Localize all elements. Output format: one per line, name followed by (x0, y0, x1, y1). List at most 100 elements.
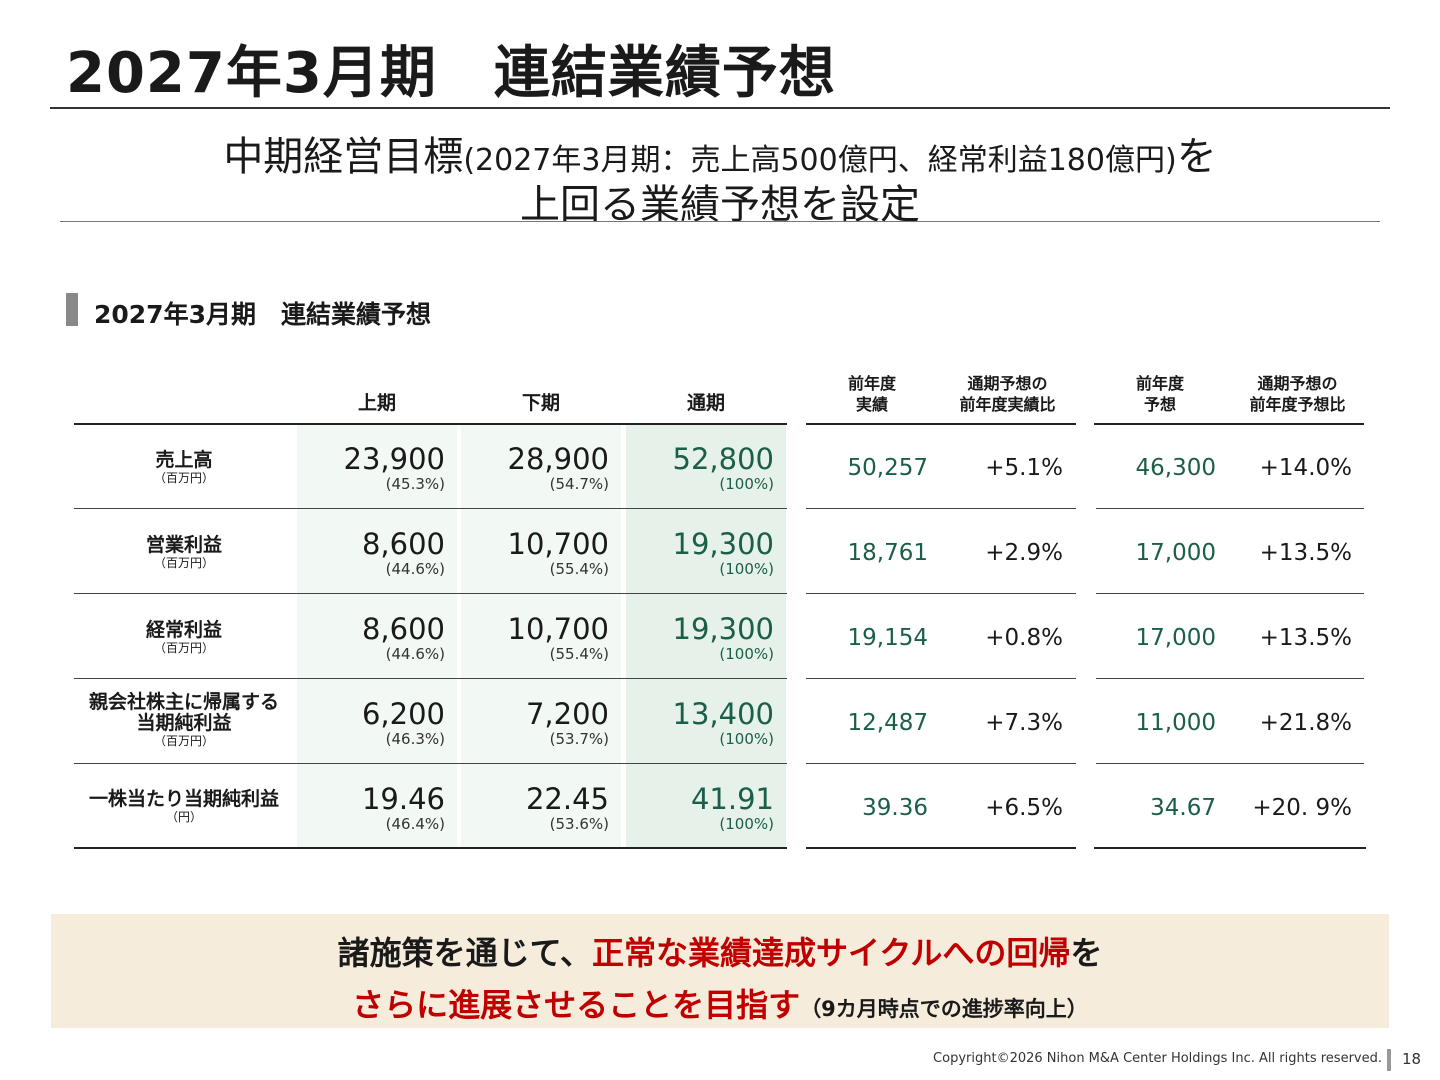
cell-vs-forecast: +21.8% (1259, 710, 1352, 736)
cell-prev-actual: 39.36 (862, 795, 928, 821)
row-divider (74, 678, 787, 679)
page-number: 18 (1402, 1050, 1422, 1068)
cell-prev-forecast: 46,300 (1135, 455, 1216, 481)
header-vs-actual: 通期予想の 前年度実績比 (940, 373, 1075, 415)
row-label-text: 売上高 (155, 449, 213, 471)
table-header-rule (74, 423, 787, 425)
row-divider (806, 593, 1076, 594)
cell-full-pct: (100%) (719, 475, 774, 493)
banner-note: （9カ月時点での進捗率向上） (800, 997, 1088, 1021)
column-shade-h1 (297, 425, 457, 849)
cell-h2-value: 22.45 (525, 782, 609, 816)
cell-prev-actual: 12,487 (847, 710, 928, 736)
cell-h2-pct: (54.7%) (549, 475, 609, 493)
cell-full-value: 19,300 (672, 612, 774, 646)
header-prev-actual-l1: 前年度 (847, 374, 896, 393)
table-bottom-rule (1094, 847, 1366, 849)
cell-h1-pct: (44.6%) (385, 645, 445, 663)
cell-full-pct: (100%) (719, 645, 774, 663)
cell-prev-actual: 18,761 (847, 540, 928, 566)
row-label-text: 親会社株主に帰属する (88, 691, 279, 713)
cell-full-value: 41.91 (690, 782, 774, 816)
cell-vs-forecast: +13.5% (1259, 540, 1352, 566)
row-unit: （百万円） (153, 641, 214, 655)
banner-text: 諸施策を通じて、 (337, 934, 592, 972)
row-unit: （百万円） (153, 734, 214, 748)
cell-vs-forecast: +20. 9% (1252, 795, 1352, 821)
headline-main: 中期経営目標 (223, 134, 464, 180)
row-divider (1096, 593, 1364, 594)
cell-full-pct: (100%) (719, 815, 774, 833)
row-divider (1096, 678, 1364, 679)
table-bottom-rule (74, 847, 787, 849)
header-vs-forecast-l1: 通期予想の (1257, 374, 1338, 393)
row-label-net-income: 親会社株主に帰属する 当期純利益 （百万円） (74, 692, 294, 749)
cell-full-pct: (100%) (719, 730, 774, 748)
cell-vs-actual: +2.9% (985, 540, 1063, 566)
cell-prev-forecast: 17,000 (1135, 540, 1216, 566)
row-divider (1096, 508, 1364, 509)
header-second-half: 下期 (521, 392, 560, 414)
row-label-text: 営業利益 (145, 534, 222, 556)
header-prev-forecast-l1: 前年度 (1135, 374, 1184, 393)
title-divider (50, 107, 1390, 109)
cell-h2-pct: (53.7%) (549, 730, 609, 748)
page-title: 2027年3月期 連結業績予想 (66, 41, 836, 106)
row-divider (806, 508, 1076, 509)
row-divider (806, 678, 1076, 679)
header-vs-actual-l2: 前年度実績比 (959, 395, 1056, 414)
cell-h1-value: 8,600 (361, 527, 445, 561)
cell-vs-forecast: +14.0% (1259, 455, 1352, 481)
header-full-year: 通期 (686, 392, 725, 414)
cell-h1-pct: (46.3%) (385, 730, 445, 748)
cell-h1-value: 6,200 (361, 697, 445, 731)
row-unit: （円） (165, 810, 202, 824)
table-bottom-rule (806, 847, 1076, 849)
table-header-rule-actual (806, 423, 1076, 425)
banner-highlight: さらに進展させることを目指す (352, 986, 801, 1024)
row-label-eps: 一株当たり当期純利益 （円） (74, 789, 294, 825)
headline-paren: (2027年3月期：売上高500億円、経常利益180億円) (463, 143, 1177, 178)
cell-h2-pct: (55.4%) (549, 560, 609, 578)
header-vs-forecast: 通期予想の 前年度予想比 (1230, 373, 1365, 415)
row-label-text: 経常利益 (145, 619, 222, 641)
row-divider (74, 593, 787, 594)
cell-h2-value: 28,900 (507, 442, 609, 476)
cell-h1-value: 8,600 (361, 612, 445, 646)
row-unit: （百万円） (153, 471, 214, 485)
headline-tail: を (1176, 134, 1217, 180)
row-divider (74, 508, 787, 509)
column-shade-full (626, 425, 786, 849)
cell-prev-forecast: 34.67 (1150, 795, 1216, 821)
cell-vs-actual: +7.3% (985, 710, 1063, 736)
cell-full-pct: (100%) (719, 560, 774, 578)
cell-h1-pct: (46.4%) (385, 815, 445, 833)
table-header-rule-forecast (1094, 423, 1364, 425)
banner-highlight: 正常な業績達成サイクルへの回帰 (591, 934, 1071, 972)
cell-vs-actual: +6.5% (985, 795, 1063, 821)
row-label-net-sales: 売上高 （百万円） (74, 450, 294, 486)
row-divider (806, 763, 1076, 764)
page-marker (1387, 1049, 1391, 1071)
cell-full-value: 52,800 (672, 442, 774, 476)
copyright: Copyright©2026 Nihon M&A Center Holdings… (933, 1051, 1382, 1066)
banner-text: を (1070, 934, 1103, 972)
cell-h1-pct: (45.3%) (385, 475, 445, 493)
header-prev-actual-l2: 実績 (855, 395, 888, 414)
header-vs-forecast-l2: 前年度予想比 (1249, 395, 1346, 414)
cell-full-value: 13,400 (672, 697, 774, 731)
row-label-text: 一株当たり当期純利益 (88, 788, 279, 810)
cell-vs-actual: +0.8% (985, 625, 1063, 651)
column-shade-h2 (461, 425, 621, 849)
cell-h2-pct: (55.4%) (549, 645, 609, 663)
cell-prev-forecast: 11,000 (1135, 710, 1216, 736)
headline-divider (60, 221, 1380, 222)
cell-h2-value: 10,700 (507, 612, 609, 646)
row-label-operating-profit: 営業利益 （百万円） (74, 535, 294, 571)
summary-banner: 諸施策を通じて、正常な業績達成サイクルへの回帰を さらに進展させることを目指す（… (51, 914, 1389, 1028)
banner-line2: さらに進展させることを目指す（9カ月時点での進捗率向上） (51, 980, 1389, 1026)
header-first-half: 上期 (357, 392, 396, 414)
cell-h1-value: 23,900 (343, 442, 445, 476)
row-label-ordinary-profit: 経常利益 （百万円） (74, 620, 294, 656)
header-vs-actual-l1: 通期予想の (967, 374, 1048, 393)
